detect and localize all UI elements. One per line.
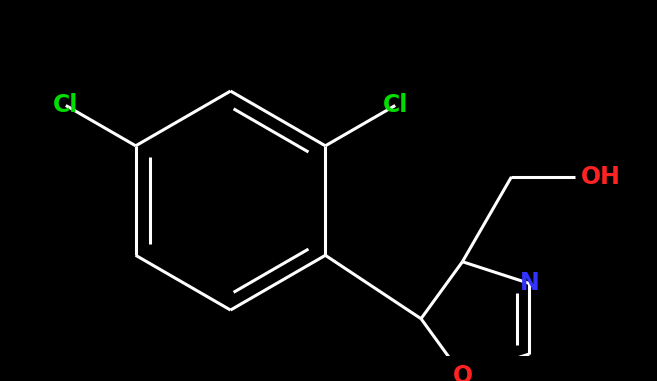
Text: OH: OH [581, 165, 620, 189]
Text: Cl: Cl [382, 93, 408, 117]
Text: N: N [520, 272, 539, 296]
Text: Cl: Cl [53, 93, 78, 117]
Text: O: O [453, 364, 472, 381]
